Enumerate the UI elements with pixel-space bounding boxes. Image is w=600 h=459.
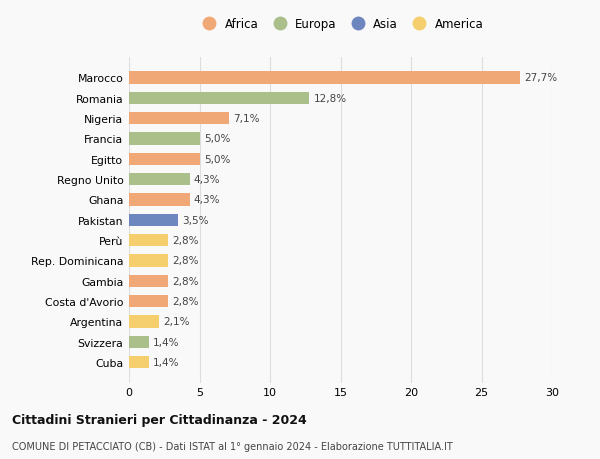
Text: 4,3%: 4,3% [194, 195, 220, 205]
Text: 2,1%: 2,1% [163, 317, 190, 327]
Legend: Africa, Europa, Asia, America: Africa, Europa, Asia, America [197, 17, 484, 31]
Text: Cittadini Stranieri per Cittadinanza - 2024: Cittadini Stranieri per Cittadinanza - 2… [12, 413, 307, 426]
Text: 7,1%: 7,1% [233, 114, 260, 124]
Bar [129, 316, 158, 328]
Text: 5,0%: 5,0% [204, 134, 230, 144]
Text: 4,3%: 4,3% [194, 175, 220, 185]
Bar [129, 235, 169, 246]
Bar [129, 194, 190, 206]
Bar [129, 153, 199, 166]
Text: 1,4%: 1,4% [153, 358, 179, 367]
Bar [129, 255, 169, 267]
Text: 2,8%: 2,8% [173, 256, 199, 266]
Text: COMUNE DI PETACCIATO (CB) - Dati ISTAT al 1° gennaio 2024 - Elaborazione TUTTITA: COMUNE DI PETACCIATO (CB) - Dati ISTAT a… [12, 441, 453, 451]
Bar [129, 336, 149, 348]
Bar [129, 113, 229, 125]
Text: 2,8%: 2,8% [173, 276, 199, 286]
Text: 1,4%: 1,4% [153, 337, 179, 347]
Text: 27,7%: 27,7% [524, 73, 557, 83]
Bar [129, 72, 520, 84]
Text: 12,8%: 12,8% [314, 94, 347, 104]
Bar [129, 356, 149, 369]
Text: 5,0%: 5,0% [204, 155, 230, 164]
Text: 3,5%: 3,5% [182, 215, 209, 225]
Text: 2,8%: 2,8% [173, 297, 199, 307]
Bar [129, 214, 178, 226]
Text: 2,8%: 2,8% [173, 235, 199, 246]
Bar [129, 133, 199, 145]
Bar [129, 296, 169, 308]
Bar [129, 275, 169, 287]
Bar [129, 92, 310, 105]
Bar [129, 174, 190, 186]
